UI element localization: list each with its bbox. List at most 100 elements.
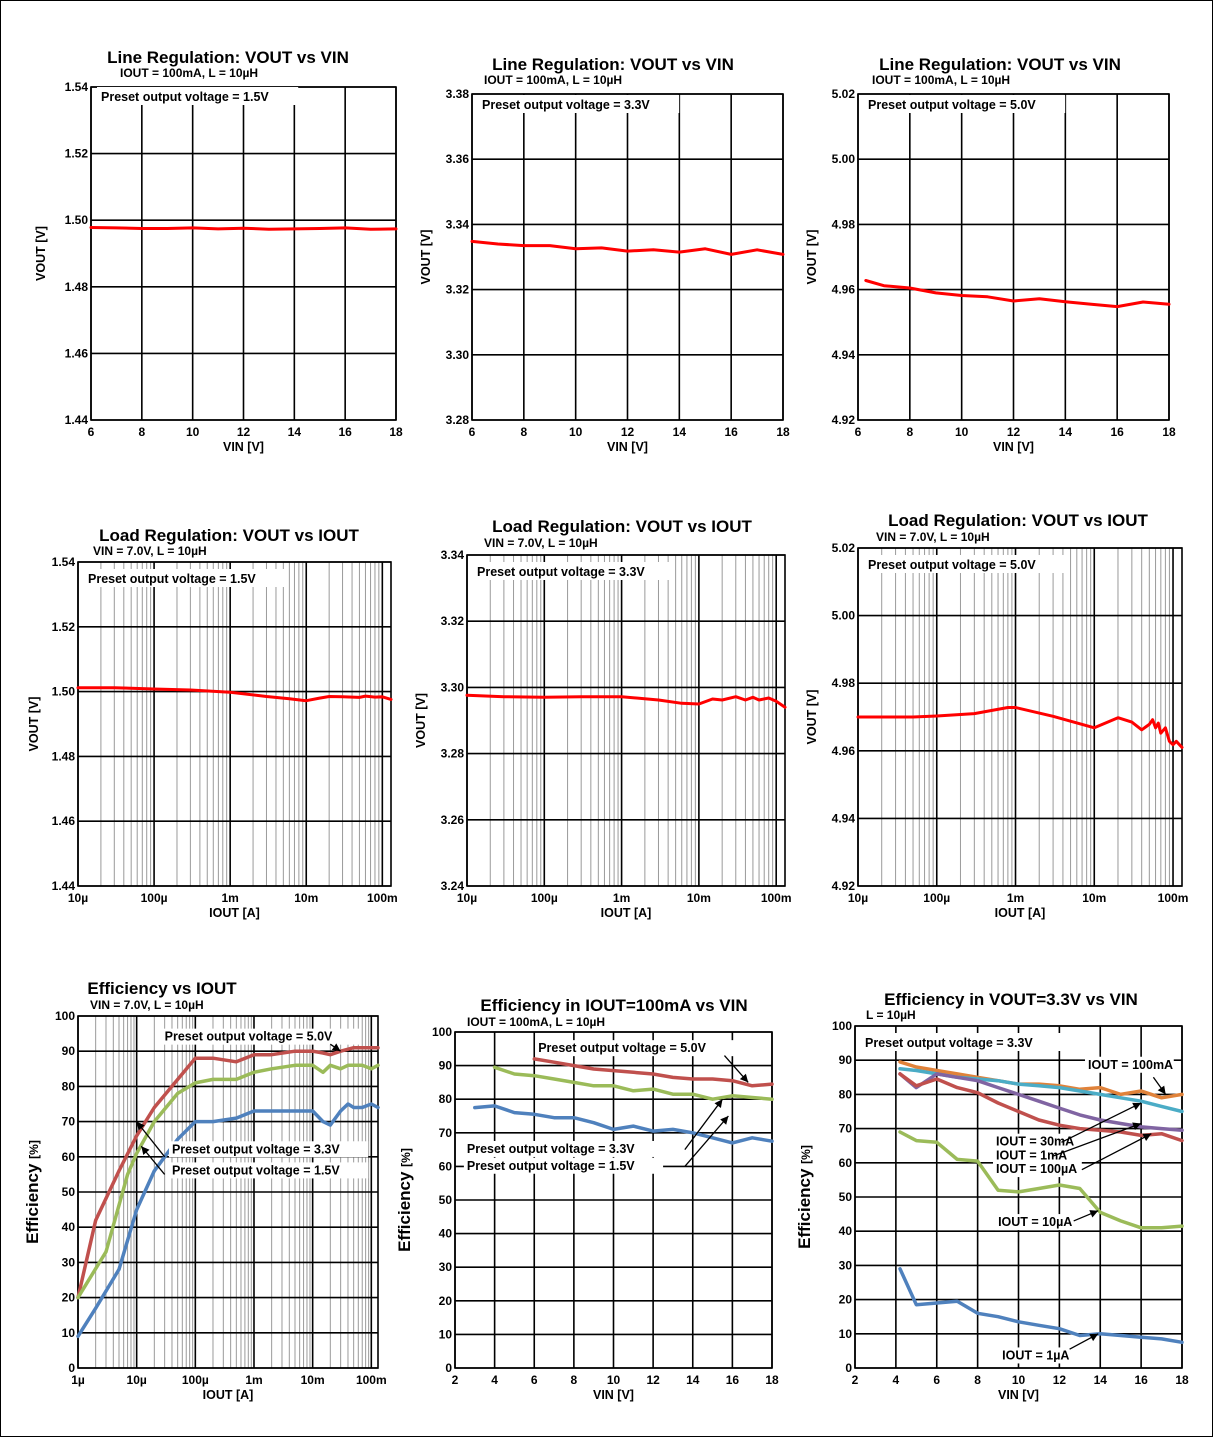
y-tick-label: 5.02 [832,541,856,555]
series-label: Preset output voltage = 1.5V [467,1159,635,1173]
y-axis-label: VOUT [V] [419,230,433,285]
y-tick-label: 5.00 [832,152,856,166]
series-label-bg [1084,1056,1174,1073]
y-axis-label: Efficiency [%] [795,1145,814,1249]
y-axis-label: VOUT [V] [27,697,41,752]
x-tick-label: 18 [776,425,790,439]
x-tick-label: 8 [906,425,913,439]
x-tick-label: 1µ [71,1373,85,1387]
x-tick-label: 12 [621,425,635,439]
x-tick-label: 10µ [457,891,477,905]
x-axis-label: VIN [V] [607,440,648,454]
y-tick-label: 10 [839,1327,853,1341]
x-tick-label: 10 [1012,1373,1026,1387]
x-tick-label: 18 [1175,1373,1189,1387]
chart-subtitle: VIN = 7.0V, L = 10µH [484,536,598,550]
y-tick-label: 60 [839,1156,853,1170]
x-tick-label: 100µ [923,891,950,905]
y-tick-label: 70 [62,1115,76,1129]
chart-subtitle: IOUT = 100mA, L = 10µH [484,73,622,87]
y-tick-label: 1.46 [52,814,76,828]
x-tick-label: 2 [452,1373,459,1387]
y-tick-label: 1.46 [65,346,89,360]
y-tick-label: 3.26 [441,813,465,827]
chart-annotation: Preset output voltage = 1.5V [101,90,269,104]
x-axis-label: VIN [V] [993,440,1034,454]
chart-c2: 6 8 10 12 14 16 18 3.28 3.30 3.32 3.34 3.36 3.38 Line… [419,55,790,454]
y-tick-label: 20 [62,1291,76,1305]
plot-area [454,1031,773,1369]
y-tick-label: 1.52 [52,620,76,634]
arrow-head [331,1043,341,1052]
y-tick-label: 50 [62,1185,76,1199]
arrow-head [739,1073,749,1083]
chart-subtitle: IOUT = 100mA, L = 10µH [872,73,1010,87]
series-label-bg [999,1347,1075,1364]
x-tick-label: 100m [761,891,792,905]
y-axis-label: VOUT [V] [34,226,48,281]
chart-title: Efficiency vs IOUT [87,979,237,998]
x-axis-label: VIN [V] [223,440,264,454]
arrow-head [1089,1333,1099,1342]
y-tick-label: 5.02 [832,87,856,101]
y-tick-label: 70 [839,1122,853,1136]
y-tick-label: 3.28 [446,413,470,427]
x-tick-label: 10µ [127,1373,147,1387]
annotation-arrow [1081,1133,1152,1171]
x-tick-label: 16 [1110,425,1124,439]
y-tick-label: 60 [439,1159,453,1173]
x-tick-label: 18 [765,1373,779,1387]
chart-c8: 2 4 6 8 10 12 14 16 18 0 10 20 30 40 50 60 70 80 90 100 Effi… [395,996,779,1402]
y-tick-label: 1.54 [65,80,89,94]
y-tick-label: 100 [55,1009,75,1023]
series-label-bg [995,1214,1077,1231]
plot-area [471,93,784,421]
annotation-arrow [684,1115,729,1167]
series-label-bg [463,1140,664,1157]
series-label-bg [168,1141,369,1158]
series-line [470,239,785,256]
y-tick-label: 30 [839,1258,853,1272]
y-tick-label: 1.48 [52,749,76,763]
series-label: Preset output voltage = 3.3V [467,1142,635,1156]
x-tick-label: 100µ [141,891,168,905]
y-tick-label: 3.30 [446,348,470,362]
chart-subtitle: VIN = 7.0V, L = 10µH [90,998,204,1012]
series-label: IOUT = 1µA [1002,1348,1069,1362]
x-tick-label: 8 [520,425,527,439]
series-label: Preset output voltage = 3.3V [172,1142,340,1156]
series-line [76,686,393,703]
series-label: IOUT = 1mA [996,1148,1067,1162]
y-tick-label: 3.30 [441,680,465,694]
x-tick-label: 14 [288,425,302,439]
x-tick-label: 8 [974,1373,981,1387]
chart-c3: 6 8 10 12 14 16 18 4.92 4.94 4.96 4.98 5.00 5.02 Line… [805,55,1176,454]
y-tick-label: 50 [439,1193,453,1207]
y-tick-label: 1.48 [65,280,89,294]
x-tick-label: 6 [933,1373,940,1387]
y-tick-label: 70 [439,1126,453,1140]
x-tick-label: 8 [138,425,145,439]
chart-c9: 2 4 6 8 10 12 14 16 18 0 10 20 30 40 50 60 70 80 90 100 Effi… [795,990,1189,1402]
x-tick-label: 10 [955,425,969,439]
series-label-bg [535,1040,735,1057]
y-tick-label: 80 [839,1087,853,1101]
annotation-arrow [1053,1122,1142,1157]
y-tick-label: 60 [62,1150,76,1164]
y-tick-label: 100 [832,1019,852,1033]
annotation-box [478,95,680,113]
arrow-head [136,1121,145,1131]
y-tick-label: 80 [62,1079,76,1093]
y-tick-label: 3.32 [441,614,465,628]
x-tick-label: 4 [491,1373,498,1387]
chart-subtitle: IOUT = 100mA, L = 10µH [120,66,258,80]
y-tick-label: 1.52 [65,147,89,161]
series-label: IOUT = 100µA [996,1162,1077,1176]
x-tick-label: 12 [646,1373,660,1387]
chart-title: Line Regulation: VOUT vs VIN [107,48,349,67]
y-tick-label: 90 [62,1044,76,1058]
y-axis-label: VOUT [V] [805,230,819,285]
x-tick-label: 6 [88,425,95,439]
series-label: IOUT = 100mA [1088,1058,1173,1072]
